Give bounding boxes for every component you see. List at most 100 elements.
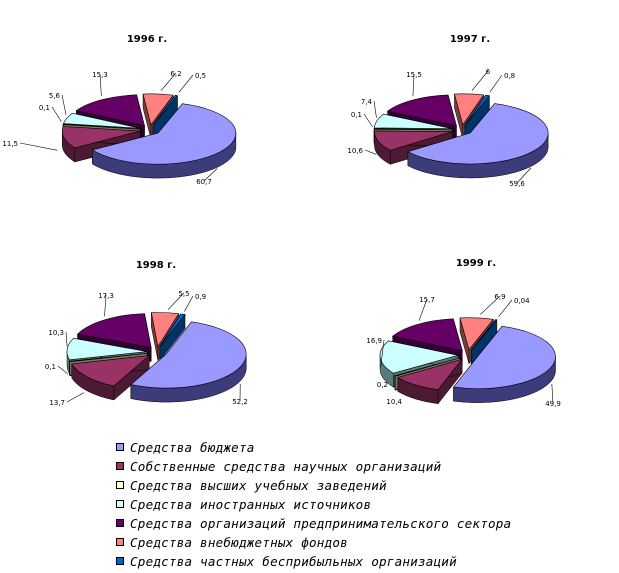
slice-offbudget xyxy=(459,317,494,351)
slice-budget xyxy=(452,325,556,389)
legend-swatch-nonprofit xyxy=(116,557,124,565)
leader-line-budget xyxy=(551,383,554,404)
slice-budget xyxy=(407,103,549,165)
leader-line-nonprofit xyxy=(184,295,194,312)
pie-chart-2: 1997 г. 59,6 10,6 0,1 7,4 15,5 6 0,8 xyxy=(347,34,549,188)
data-label-budget: 49,9 xyxy=(545,400,561,408)
data-label-offbudget: 6,9 xyxy=(494,293,505,301)
pie-chart-4: 1999 г. 49,9 10,4 0,2 16,9 15,7 6,9 0,04 xyxy=(366,258,560,408)
legend-label-own-funds: Собственные средства научных организаций xyxy=(130,459,442,474)
data-label-offbudget: 5,5 xyxy=(178,290,189,298)
chart-title: 1996 г. xyxy=(127,34,167,45)
data-label-offbudget: 6 xyxy=(486,68,491,76)
leader-line-business xyxy=(412,73,415,97)
legend-swatch-offbudget xyxy=(116,538,124,546)
slice-rim-universities xyxy=(394,375,396,391)
data-label-foreign: 7,4 xyxy=(361,98,373,106)
leader-line-foreign xyxy=(380,339,385,367)
data-label-nonprofit: 0,04 xyxy=(514,297,530,305)
data-label-nonprofit: 0,8 xyxy=(504,72,515,80)
data-label-foreign: 16,9 xyxy=(366,337,382,345)
data-label-budget: 52,2 xyxy=(232,398,248,406)
leader-line-universities xyxy=(57,365,69,375)
slice-foreign xyxy=(63,112,141,129)
legend-label-business: Средства организаций предпринимательског… xyxy=(130,516,512,531)
leader-line-business xyxy=(418,298,428,321)
data-label-foreign: 10,3 xyxy=(48,329,64,337)
slice-offbudget xyxy=(150,312,180,348)
slice-own-funds xyxy=(71,355,151,387)
leader-line-universities xyxy=(363,113,373,127)
slice-budget xyxy=(91,103,237,165)
leader-line-universities xyxy=(51,106,62,122)
legend-label-nonprofit: Средства частных бесприбыльных организац… xyxy=(130,554,457,569)
data-label-own-funds: 10,4 xyxy=(386,398,402,406)
leader-line-offbudget xyxy=(480,295,501,315)
data-label-own-funds: 10,6 xyxy=(347,147,363,155)
data-label-budget: 60,7 xyxy=(196,178,212,186)
slice-offbudget xyxy=(142,93,174,126)
data-label-offbudget: 6,2 xyxy=(170,70,181,78)
data-label-budget: 59,6 xyxy=(509,180,525,188)
data-label-nonprofit: 0,9 xyxy=(195,293,206,301)
data-label-foreign: 5,6 xyxy=(49,92,61,100)
legend-label-budget: Средства бюджета xyxy=(130,440,255,455)
leader-line-offbudget xyxy=(471,70,489,91)
slice-business xyxy=(392,318,463,352)
data-label-universities: 0,1 xyxy=(45,363,56,371)
chart-title: 1998 г. xyxy=(136,260,176,271)
legend-item-offbudget: Средства внебюджетных фондов xyxy=(112,533,592,552)
slice-nonprofit xyxy=(470,319,498,351)
legend-label-foreign: Средства иностранных источников xyxy=(130,497,372,512)
legend-swatch-own-funds xyxy=(116,462,124,470)
slice-foreign xyxy=(374,113,453,129)
leader-line-nonprofit xyxy=(489,74,503,93)
slice-business xyxy=(386,94,457,127)
slice-nonprofit xyxy=(159,313,186,347)
legend-label-universities: Средства высших учебных заведений xyxy=(130,478,387,493)
legend-item-nonprofit: Средства частных бесприбыльных организац… xyxy=(112,552,592,571)
slice-offbudget xyxy=(454,93,485,126)
pie-chart-3: 1998 г. 52,2 13,7 0,1 10,3 17,3 5,5 0,9 xyxy=(45,260,248,407)
data-label-own-funds: 11,5 xyxy=(2,140,18,148)
slice-universities xyxy=(62,123,141,130)
legend-item-universities: Средства высших учебных заведений xyxy=(112,476,592,495)
slice-universities xyxy=(373,128,453,131)
leader-line-nonprofit xyxy=(178,74,194,93)
legend-swatch-budget xyxy=(116,443,124,451)
leader-line-own-funds xyxy=(19,142,58,151)
leader-line-own-funds xyxy=(66,392,85,403)
slice-foreign xyxy=(379,340,459,374)
chart-title: 1997 г. xyxy=(450,34,490,45)
legend-item-budget: Средства бюджета xyxy=(112,438,592,457)
slice-universities xyxy=(394,357,460,377)
data-label-own-funds: 13,7 xyxy=(49,399,65,407)
legend-label-offbudget: Средства внебюджетных фондов xyxy=(130,535,348,550)
pie-chart-1: 1996 г. 60,7 11,5 0,1 5,6 15,3 6,2 0,5 xyxy=(2,34,237,186)
data-label-business: 15,3 xyxy=(92,71,108,79)
chart-title: 1999 г. xyxy=(456,258,496,269)
leader-line-own-funds xyxy=(364,149,377,155)
slice-own-funds xyxy=(397,358,463,391)
data-label-business: 15,5 xyxy=(406,71,422,79)
leader-line-budget xyxy=(203,168,218,182)
slice-business xyxy=(76,313,152,348)
leader-line-nonprofit xyxy=(498,299,513,317)
leader-line-foreign xyxy=(61,94,67,115)
legend-swatch-universities xyxy=(116,481,124,489)
legend-item-own-funds: Собственные средства научных организаций xyxy=(112,457,592,476)
slice-nonprofit xyxy=(464,94,491,126)
legend-swatch-business xyxy=(116,519,124,527)
leader-line-offbudget xyxy=(167,292,185,310)
slice-own-funds xyxy=(61,126,141,149)
leader-line-business xyxy=(104,294,107,317)
data-label-business: 17,3 xyxy=(98,292,114,300)
data-label-universities: 0,1 xyxy=(39,104,50,112)
legend-item-business: Средства организаций предпринимательског… xyxy=(112,514,592,533)
legend-swatch-foreign xyxy=(116,500,124,508)
leader-line-business xyxy=(99,73,102,96)
leader-line-budget xyxy=(516,167,532,184)
slice-foreign xyxy=(66,337,148,361)
leader-line-foreign xyxy=(65,331,68,347)
